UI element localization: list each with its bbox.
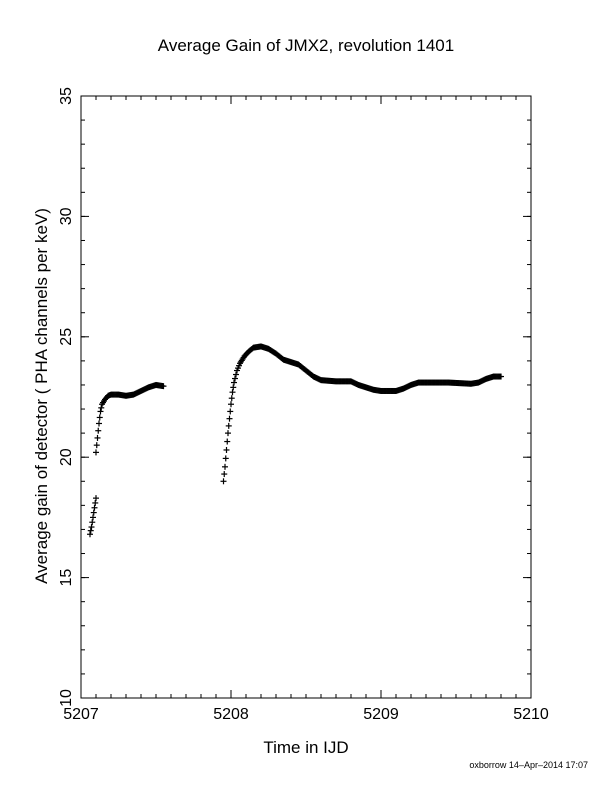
data-point-interp — [222, 455, 229, 462]
data-point — [220, 478, 227, 485]
x-axis-label: Time in IJD — [263, 738, 349, 757]
data-point — [226, 415, 233, 422]
data-point — [87, 531, 93, 538]
data-point — [228, 401, 234, 408]
data-point-interp — [225, 422, 232, 429]
axis-ticks — [80, 95, 532, 699]
plot-frame — [80, 95, 532, 699]
x-tick-label: 5208 — [213, 706, 249, 723]
data-point-interp — [95, 427, 102, 434]
data-point — [97, 408, 104, 415]
data-point — [223, 446, 230, 453]
data-point — [93, 495, 99, 502]
data-point — [222, 463, 228, 470]
data-point — [91, 504, 98, 511]
data-point-interp — [92, 499, 99, 506]
data-point — [88, 524, 95, 531]
y-tick-label: 15 — [58, 569, 75, 587]
data-point-interp — [230, 384, 237, 391]
data-point — [160, 383, 167, 390]
data-point-interp — [87, 527, 94, 534]
data-point — [231, 379, 237, 386]
data-point-interp — [233, 371, 239, 378]
data-point-interp — [221, 471, 228, 478]
x-tick-label: 5210 — [513, 706, 549, 723]
data-point-interp — [90, 509, 97, 516]
y-tick-label: 25 — [58, 328, 75, 346]
data-point-interp — [96, 414, 103, 421]
data-point-interp — [93, 442, 100, 449]
y-tick-label: 10 — [58, 689, 75, 707]
data-point-interp — [224, 438, 231, 445]
y-tick-label: 30 — [58, 207, 75, 225]
data-point-interp — [98, 404, 105, 411]
data-point — [93, 449, 99, 456]
data-point — [225, 430, 231, 437]
data-point — [498, 373, 504, 380]
chart-title: Average Gain of JMX2, revolution 1401 — [157, 36, 455, 55]
data-point — [96, 420, 102, 427]
y-tick-label: 35 — [58, 87, 75, 105]
data-point-interp — [89, 519, 96, 526]
y-tick-label: 20 — [58, 448, 75, 466]
data-point — [90, 514, 96, 521]
tick-labels: 5207 5208 5209 5210 10 15 20 25 30 35 — [58, 87, 549, 723]
y-axis-label: Average gain of detector ( PHA channels … — [32, 208, 51, 584]
data-point — [94, 434, 101, 441]
data-point-interp — [227, 408, 234, 415]
x-tick-label: 5209 — [363, 706, 399, 723]
footer-stamp: oxborrow 14–Apr–2014 17:07 — [469, 760, 588, 770]
data-points — [87, 343, 504, 538]
data-point-interp — [228, 395, 235, 402]
data-point — [229, 389, 236, 396]
data-point-interp — [232, 375, 238, 382]
x-tick-label: 5207 — [63, 706, 99, 723]
